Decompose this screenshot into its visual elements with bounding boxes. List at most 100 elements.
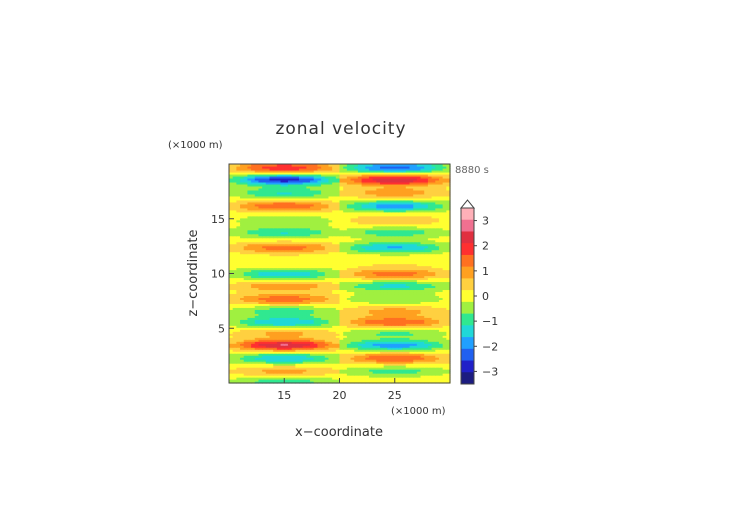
heatmap-cell <box>350 225 355 229</box>
heatmap-cell <box>424 235 429 239</box>
heatmap-cell <box>262 289 267 293</box>
heatmap-cell <box>232 353 237 356</box>
heatmap-cell <box>354 269 359 273</box>
heatmap-cell <box>438 377 444 380</box>
heatmap-cell <box>420 351 425 354</box>
heatmap-cell <box>321 287 326 291</box>
heatmap-cell <box>420 357 425 360</box>
heatmap-cell <box>240 267 245 271</box>
heatmap-cell <box>324 339 330 342</box>
heatmap-cell <box>254 291 260 295</box>
heatmap-cell <box>317 273 322 277</box>
heatmap-cell <box>343 369 348 372</box>
heatmap-cell <box>291 347 296 350</box>
heatmap-cell <box>394 361 400 364</box>
heatmap-cell <box>438 323 444 326</box>
heatmap-cell <box>243 247 249 251</box>
heatmap-cell <box>416 367 422 370</box>
heatmap-cell <box>357 367 363 370</box>
heatmap-cell <box>380 323 385 326</box>
heatmap-cell <box>251 359 256 362</box>
heatmap-cell <box>236 355 241 358</box>
heatmap-cell <box>262 217 267 221</box>
heatmap-cell <box>232 297 237 300</box>
heatmap-cell <box>247 253 252 257</box>
heatmap-cell <box>391 247 396 251</box>
heatmap-cell <box>446 269 451 273</box>
heatmap-cell <box>350 273 355 277</box>
heatmap-cell <box>284 337 289 340</box>
heatmap-cell <box>276 357 282 360</box>
heatmap-cell <box>442 363 447 366</box>
heatmap-cell <box>324 249 330 253</box>
heatmap-cell <box>391 307 396 310</box>
heatmap-cell <box>383 309 388 312</box>
heatmap-cell <box>240 339 245 342</box>
heatmap-cell <box>361 371 366 374</box>
heatmap-cell <box>435 315 440 318</box>
heatmap-cell <box>236 363 241 366</box>
heatmap-cell <box>372 249 377 253</box>
heatmap-cell <box>365 365 370 368</box>
heatmap-cell <box>251 237 256 241</box>
heatmap-cell <box>236 371 241 374</box>
heatmap-cell <box>236 277 241 281</box>
heatmap-cell <box>343 365 348 368</box>
heatmap-cell <box>446 257 451 261</box>
heatmap-cell <box>265 243 271 247</box>
heatmap-cell <box>287 223 293 227</box>
heatmap-cell <box>380 281 385 285</box>
heatmap-cell <box>346 297 352 300</box>
heatmap-cell <box>321 269 326 273</box>
heatmap-cell <box>269 255 274 259</box>
heatmap-cell <box>332 231 337 235</box>
heatmap-cell <box>295 275 300 279</box>
heatmap-cell <box>280 369 285 372</box>
heatmap-cell <box>295 221 300 225</box>
heatmap-cell <box>361 293 366 296</box>
heatmap-cell <box>276 315 282 318</box>
heatmap-cell <box>442 227 447 231</box>
heatmap-cell <box>365 251 370 255</box>
heatmap-cell <box>310 235 315 239</box>
heatmap-cell <box>427 231 433 235</box>
heatmap-cell <box>365 271 370 275</box>
heatmap-cell <box>343 243 348 247</box>
heatmap-cell <box>405 307 411 310</box>
heatmap-cell <box>431 359 436 362</box>
heatmap-cell <box>229 229 234 233</box>
heatmap-cell <box>291 333 296 336</box>
heatmap-cell <box>354 305 359 308</box>
heatmap-cell <box>328 301 333 304</box>
heatmap-cell <box>232 357 237 360</box>
heatmap-cell <box>427 303 433 306</box>
heatmap-cell <box>328 243 333 247</box>
heatmap-cell <box>273 337 278 340</box>
heatmap-cell <box>232 295 237 298</box>
heatmap-cell <box>240 375 245 378</box>
heatmap-cell <box>368 263 374 267</box>
heatmap-cell <box>405 255 411 259</box>
heatmap-cell <box>295 217 300 221</box>
heatmap-cell <box>376 235 381 239</box>
heatmap-cell <box>254 255 260 259</box>
heatmap-cell <box>442 265 447 269</box>
heatmap-cell <box>398 369 403 372</box>
heatmap-cell <box>280 313 285 316</box>
heatmap-cell <box>276 229 282 233</box>
heatmap-cell <box>420 237 425 241</box>
heatmap-cell <box>442 275 447 279</box>
heatmap-cell <box>324 235 330 239</box>
heatmap-cell <box>335 279 341 283</box>
heatmap-cell <box>232 367 237 370</box>
heatmap-cell <box>339 281 344 285</box>
heatmap-cell <box>302 227 307 231</box>
heatmap-cell <box>313 251 318 255</box>
heatmap-cell <box>265 217 271 221</box>
heatmap-cell <box>240 327 245 330</box>
heatmap-cell <box>229 379 234 382</box>
heatmap-cell <box>416 317 422 320</box>
heatmap-cell <box>343 361 348 364</box>
heatmap-cell <box>405 227 411 231</box>
heatmap-cell <box>251 221 256 225</box>
